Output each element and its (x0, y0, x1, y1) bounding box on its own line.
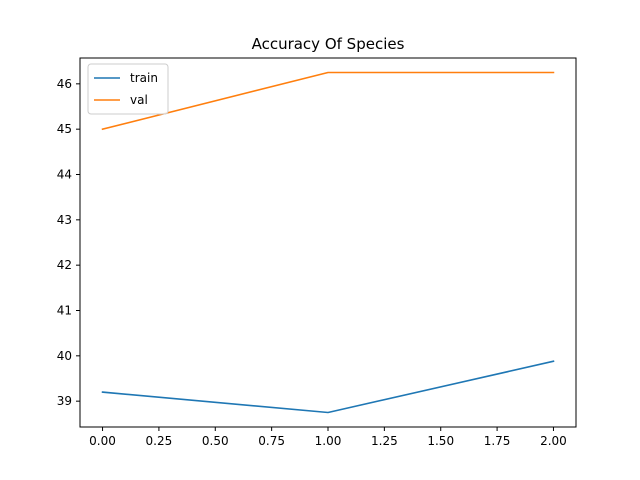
y-axis-ticks: 39 40 41 42 43 44 45 46 (57, 77, 80, 408)
series-lines (101, 71, 555, 414)
y-tick-label: 42 (57, 258, 72, 272)
x-tick-label: 0.00 (89, 434, 116, 448)
y-tick-label: 44 (57, 168, 72, 182)
y-tick-label: 45 (57, 122, 72, 136)
x-tick-label: 0.25 (146, 434, 173, 448)
x-tick-label: 0.75 (258, 434, 285, 448)
x-tick-label: 1.25 (371, 434, 398, 448)
x-tick-label: 1.50 (427, 434, 454, 448)
y-tick-label: 46 (57, 77, 72, 91)
y-tick-label: 40 (57, 349, 72, 363)
legend-label-val: val (130, 93, 148, 107)
x-tick-label: 1.00 (315, 434, 342, 448)
y-tick-label: 39 (57, 394, 72, 408)
x-tick-label: 1.75 (484, 434, 511, 448)
legend-box (87, 63, 169, 115)
x-axis-ticks: 0.00 0.25 0.50 0.75 1.00 1.25 1.50 1.75 2.00 (89, 427, 567, 448)
legend-label-train: train (130, 71, 158, 85)
legend: train val (87, 63, 169, 115)
y-tick-label: 43 (57, 213, 72, 227)
x-tick-label: 0.50 (202, 434, 229, 448)
y-tick-label: 41 (57, 303, 72, 317)
x-tick-label: 2.00 (540, 434, 567, 448)
series-line-train (101, 360, 555, 414)
plot-frame (79, 57, 577, 428)
series-line-val (101, 71, 555, 131)
chart-title: Accuracy Of Species (252, 35, 405, 53)
